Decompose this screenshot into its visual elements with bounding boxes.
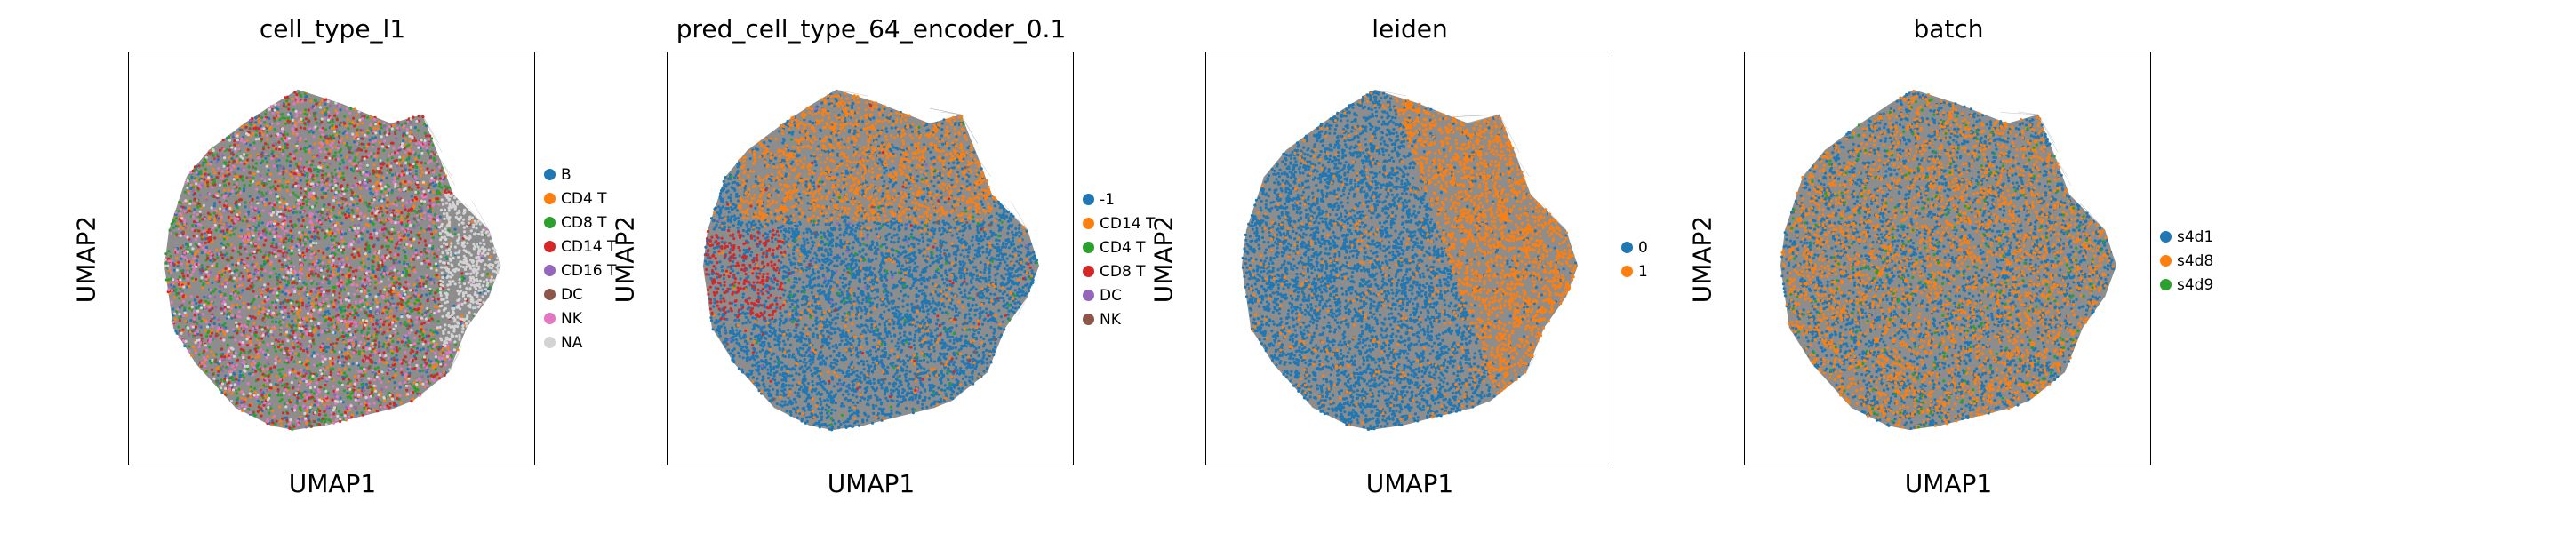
legend-item: s4d8 — [2160, 249, 2213, 273]
legend-item: 0 — [1621, 235, 1648, 259]
legend-marker — [544, 193, 556, 204]
scatter-points — [1780, 90, 2115, 429]
legend-marker — [1083, 218, 1094, 229]
plot-title: leiden — [1372, 14, 1448, 44]
legend: -1 CD14 T CD4 T CD8 T DC NK — [1083, 187, 1155, 331]
legend-label: s4d8 — [2177, 251, 2214, 270]
legend-item: 1 — [1621, 259, 1648, 283]
legend-label: -1 — [1100, 190, 1115, 209]
legend-marker — [544, 313, 556, 324]
scatter-points — [1786, 98, 2105, 429]
legend-item: CD16 T — [544, 259, 616, 282]
x-axis-label: UMAP1 — [1365, 469, 1454, 498]
legend-label: s4d1 — [2177, 227, 2214, 246]
legend-label: NA — [561, 333, 583, 352]
legend-label: DC — [561, 285, 583, 304]
legend-item: DC — [1083, 283, 1155, 307]
legend-marker — [544, 217, 556, 228]
scatter-points — [730, 123, 1039, 426]
legend-item: s4d1 — [2160, 225, 2213, 249]
x-axis-label: UMAP1 — [288, 469, 377, 498]
legend-marker — [1083, 290, 1094, 301]
legend-label: NK — [1100, 310, 1121, 329]
plot-title: batch — [1913, 14, 1984, 44]
plot-area — [1205, 52, 1612, 465]
plot-title: cell_type_l1 — [259, 14, 406, 44]
legend-label: CD8 T — [1100, 262, 1146, 281]
scatter-points — [709, 91, 1034, 420]
legend-label: CD14 T — [561, 237, 617, 256]
legend-item: DC — [544, 282, 616, 306]
scatter-points — [717, 107, 1028, 393]
plot-area — [667, 52, 1074, 465]
umap-scatter — [702, 89, 1040, 432]
legend-item: NK — [1083, 307, 1155, 331]
scatter-points — [164, 99, 501, 426]
legend: s4d1 s4d8 s4d9 — [2160, 225, 2213, 297]
legend-marker — [2160, 279, 2172, 290]
legend-item: B — [544, 163, 616, 187]
legend-marker — [1083, 242, 1094, 253]
scatter-points — [704, 104, 1032, 399]
umap-scatter — [1780, 89, 2117, 431]
legend-marker — [544, 169, 556, 180]
x-axis-label: UMAP1 — [827, 469, 916, 498]
legend-marker — [1621, 266, 1633, 277]
legend-label: 0 — [1638, 238, 1648, 257]
legend-marker — [1083, 194, 1094, 205]
legend-label: 1 — [1638, 262, 1648, 281]
legend-marker — [544, 241, 556, 252]
legend-marker — [544, 265, 556, 276]
legend-item: NA — [544, 330, 616, 354]
plot-area — [1744, 52, 2151, 465]
legend-item: CD4 T — [544, 187, 616, 211]
umap-scatter — [164, 89, 501, 431]
scatter-points — [725, 166, 996, 401]
x-axis-label: UMAP1 — [1904, 469, 1993, 498]
legend-item: -1 — [1083, 187, 1155, 211]
legend-item: CD4 T — [1083, 235, 1155, 259]
umap-scatter — [1241, 89, 1579, 431]
legend-marker — [1083, 314, 1094, 325]
legend-item: CD14 T — [544, 235, 616, 259]
legend-label: CD16 T — [561, 261, 617, 280]
legend-item: NK — [544, 306, 616, 330]
legend-label: CD4 T — [561, 189, 607, 208]
legend-label: CD14 T — [1100, 214, 1156, 233]
legend-item: CD14 T — [1083, 211, 1155, 235]
scatter-points — [167, 100, 456, 429]
legend-label: CD8 T — [561, 213, 607, 232]
plot-title: pred_cell_type_64_encoder_0.1 — [676, 14, 1067, 44]
y-axis-label: UMAP2 — [1148, 215, 1179, 304]
plot-area — [128, 52, 535, 465]
legend: B CD4 T CD8 T CD14 T CD16 T DC NK NA — [544, 163, 616, 354]
legend-item: CD8 T — [1083, 259, 1155, 283]
y-axis-label: UMAP2 — [610, 215, 640, 304]
legend-label: s4d9 — [2177, 275, 2214, 294]
y-axis-label: UMAP2 — [71, 215, 101, 304]
legend-item: s4d9 — [2160, 273, 2213, 297]
y-axis-label: UMAP2 — [1687, 215, 1717, 304]
legend-marker — [544, 289, 556, 300]
legend-marker — [1621, 242, 1633, 253]
scatter-points — [1248, 91, 1577, 426]
legend-marker — [2160, 255, 2172, 266]
legend-marker — [2160, 231, 2172, 243]
legend-marker — [1083, 266, 1094, 277]
legend-marker — [544, 337, 556, 348]
legend-label: DC — [1100, 286, 1122, 305]
legend-label: NK — [561, 309, 582, 328]
legend-label: CD4 T — [1100, 238, 1146, 257]
legend-label: B — [561, 165, 572, 184]
legend-item: CD8 T — [544, 211, 616, 235]
scatter-points — [1241, 91, 1578, 431]
